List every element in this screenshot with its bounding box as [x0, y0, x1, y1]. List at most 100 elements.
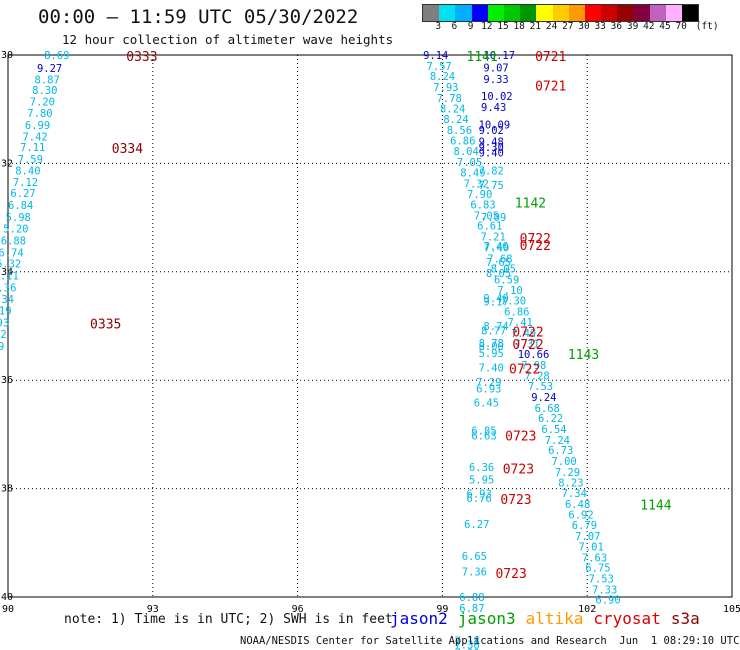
wave-height-point: 6.54 [541, 424, 566, 436]
wave-height-point: 6.92 [568, 510, 593, 522]
wave-height-point: 7.49 [511, 328, 536, 340]
wave-height-point: 7.29 [476, 377, 501, 389]
wave-height-point: 7.00 [551, 456, 576, 468]
pass-time-label: 1141 [467, 50, 498, 65]
wave-height-point: 6.93 [476, 383, 501, 395]
wave-height-point: 7.24 [545, 435, 570, 447]
wave-height-point: 8.30 [32, 85, 57, 97]
y-tick-label: -32 [0, 158, 13, 169]
legend-unit: (ft) [695, 21, 719, 32]
legend-swatch [503, 5, 521, 21]
legend-label: 18 [513, 21, 525, 32]
wave-height-point: 6.73 [548, 445, 573, 457]
wave-height-point: 6.48 [565, 499, 590, 511]
wave-height-point: 7.68 [487, 253, 512, 265]
legend-label: 39 [626, 21, 639, 32]
pass-time-label: 1144 [640, 498, 671, 513]
wave-height-point: 7.18 [454, 635, 479, 647]
chart-title: 00:00 – 11:59 UTC 05/30/2022 [38, 6, 359, 28]
legend-label: 3 [435, 21, 442, 32]
wave-height-point: 9.14 [423, 50, 448, 62]
wave-height-point: 8.23 [558, 478, 583, 490]
wave-height-point: 7.78 [437, 93, 462, 105]
wave-height-point: 8.77 [481, 325, 506, 337]
wave-height-point: 7.05 [457, 157, 482, 169]
legend-label: 15 [497, 21, 509, 32]
wave-height-point: 6.86 [504, 306, 529, 318]
wave-height-point: 8.40 [15, 165, 40, 177]
wave-height-point: 7.34 [562, 488, 587, 500]
legend-label: 45 [659, 21, 671, 32]
wave-height-point: 8.49 [460, 168, 485, 180]
pass-time-label: 0723 [500, 493, 531, 508]
wave-height-point: 6.79 [572, 520, 597, 532]
x-tick-label: 90 [2, 604, 14, 615]
pass-time-label: 0721 [535, 79, 566, 94]
legend-label: 6 [451, 21, 458, 32]
wave-height-point: 7.41 [508, 317, 533, 329]
wave-height-point: 6.65 [462, 551, 487, 563]
wave-height-point: 6.93 [467, 488, 492, 500]
legend-swatch [633, 5, 650, 21]
x-tick-label: 96 [292, 604, 304, 615]
satellite-legend: jason2 jason3 altika cryosat s3a [390, 609, 710, 628]
wave-height-point: 5.95 [479, 348, 504, 360]
wave-height-point: 7.12 [13, 177, 38, 189]
y-tick-label: -40 [0, 592, 13, 603]
wave-height-point: 7.21 [481, 232, 506, 244]
wave-height-point: 7.63 [582, 552, 607, 564]
legend-swatch [601, 5, 618, 21]
pass-time-label: 0722 [520, 232, 551, 247]
wave-height-point: 6.75 [585, 563, 610, 575]
wave-height-point: 7.30 [454, 647, 479, 650]
legend-label: 70 [675, 21, 687, 32]
satellite-name-jason2: jason2 [390, 609, 448, 628]
wave-height-point: 7.82 [479, 165, 504, 177]
wave-height-point: 5.98 [6, 212, 31, 224]
wave-height-point: 7.75 [479, 180, 504, 192]
satellite-name-cryosat: cryosat [593, 609, 661, 628]
wave-height-point: 6.36 [0, 283, 16, 295]
wave-height-point: 6.11 [0, 271, 19, 283]
pass-time-label: 0722 [512, 325, 543, 340]
x-tick-label: 99 [436, 604, 448, 615]
legend-swatch [520, 5, 537, 21]
wave-height-point: 6.87 [459, 603, 484, 615]
legend-swatch [487, 5, 504, 21]
wave-height-point: 10.17 [483, 50, 515, 62]
wave-height-point: 5.95 [469, 474, 494, 486]
wave-height-point: 6.83 [470, 200, 495, 212]
pass-time-label: 0723 [495, 567, 526, 582]
wave-height-point: 7.42 [22, 131, 47, 143]
wave-height-point: 10.02 [481, 91, 513, 103]
pass-time-label: 0722 [512, 338, 543, 353]
wave-height-point: 7.98 [521, 360, 546, 372]
satellite-name-jason3: jason3 [457, 609, 516, 628]
wave-height-point: 6.32 [0, 259, 21, 271]
legend-label: 42 [643, 21, 655, 32]
color-scale-labels: 3 6 9 12 15 18 21 24 27 30 33 36 39 42 45 70 (ft) [422, 21, 732, 33]
wave-height-point: 7.11 [20, 142, 45, 154]
legend-swatch [649, 5, 666, 21]
wave-height-point: 7.10 [497, 285, 522, 297]
pass-time-label: 0335 [90, 317, 121, 332]
wave-height-point: 7.34 [0, 294, 14, 306]
wave-height-point: 7.07 [575, 531, 600, 543]
legend-swatch [552, 5, 569, 21]
legend-swatch [584, 5, 602, 21]
wave-height-point: 8.74 [483, 321, 508, 333]
wave-height-point: 9.30 [479, 142, 504, 154]
wave-height-point: 7.72 [0, 329, 7, 341]
wave-height-point: 6.76 [467, 493, 492, 505]
wave-height-point: 9.24 [531, 392, 556, 404]
y-tick-label: -36 [0, 375, 13, 386]
wave-height-point: 6.99 [25, 120, 50, 132]
y-tick-label: -30 [0, 50, 13, 61]
wave-height-point: 6.27 [464, 519, 489, 531]
legend-label: 30 [578, 21, 590, 32]
wave-height-point: 6.84 [8, 200, 33, 212]
wave-height-point: 9.40 [483, 293, 508, 305]
wave-height-point: 7.40 [484, 242, 509, 254]
wave-height-point: 8.56 [447, 125, 472, 137]
wave-height-point: 6.27 [10, 188, 35, 200]
